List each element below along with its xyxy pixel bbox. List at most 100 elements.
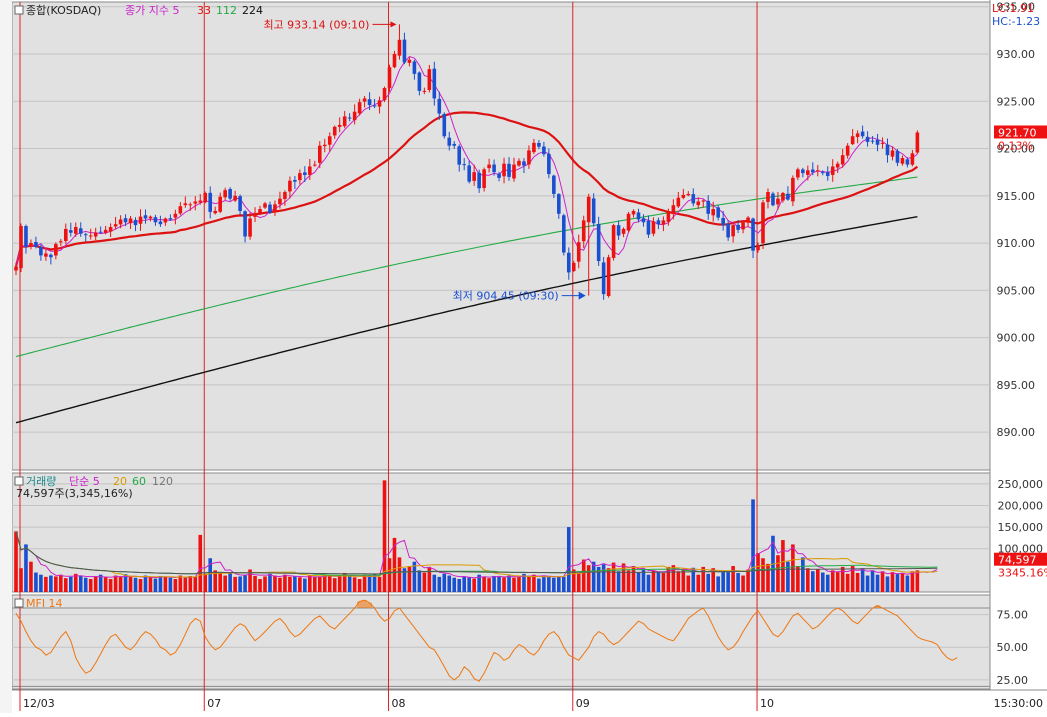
volume-bar: [417, 570, 422, 592]
volume-bar: [731, 566, 735, 592]
candle: [49, 254, 53, 258]
candle: [472, 172, 476, 181]
candle: [860, 131, 865, 137]
volume-bar: [537, 578, 541, 592]
volume-bar: [492, 575, 496, 592]
candle: [39, 246, 43, 256]
candle: [806, 170, 810, 175]
candle: [656, 220, 661, 225]
candle: [34, 242, 38, 247]
ma-224-line: [15, 216, 918, 424]
volume-bar: [566, 527, 571, 592]
volume-bar: [726, 571, 730, 592]
candle: [905, 159, 910, 165]
candle: [437, 98, 442, 114]
candle: [676, 197, 681, 207]
candle: [412, 61, 417, 74]
mfi-panel-checkbox[interactable]: [14, 598, 24, 608]
candle: [731, 225, 735, 237]
session-lines: [19, 2, 758, 711]
volume-bar: [641, 568, 646, 592]
mfi-panel[interactable]: [11, 594, 991, 690]
candle: [183, 203, 188, 206]
volume-ma-20-label: 20: [113, 475, 127, 488]
candle: [198, 200, 203, 203]
candle: [636, 212, 641, 220]
candle: [900, 158, 905, 164]
candle: [527, 150, 531, 165]
volume-bar: [626, 570, 631, 592]
candle: [153, 217, 158, 223]
price-panel-checkbox[interactable]: [14, 5, 24, 15]
candle: [427, 69, 432, 90]
candle: [29, 243, 33, 247]
volume-bar: [88, 579, 93, 592]
candle: [372, 105, 377, 107]
candle: [143, 215, 148, 219]
candle: [586, 196, 591, 223]
candle: [915, 132, 920, 153]
candle: [537, 142, 541, 147]
candle: [128, 218, 133, 224]
candle: [303, 172, 307, 176]
volume-bar: [452, 577, 457, 592]
candle: [188, 204, 193, 206]
candle: [253, 212, 257, 217]
volume-bar: [571, 569, 576, 592]
candle: [786, 193, 790, 200]
candle: [133, 219, 138, 226]
volume-bar: [591, 561, 596, 592]
candle: [865, 136, 870, 142]
candle: [228, 189, 232, 199]
candle: [98, 231, 103, 233]
candle: [507, 163, 511, 177]
volume-tick-label: 200,000: [998, 499, 1044, 512]
candle: [781, 192, 785, 201]
candle: [447, 137, 452, 146]
volume-bar: [158, 575, 163, 592]
x-tick-label: 07: [207, 697, 221, 710]
volume-panel-checkbox[interactable]: [14, 476, 24, 486]
candle: [382, 88, 387, 101]
candle: [213, 210, 217, 214]
volume-bar: [895, 573, 900, 592]
volume-bar: [303, 578, 307, 592]
last-price-value: 921.70: [998, 126, 1037, 139]
volume-bar: [766, 563, 770, 592]
volume-bar: [183, 577, 188, 592]
volume-bar: [791, 544, 795, 592]
volume-bar: [24, 544, 28, 592]
volume-bar: [173, 579, 178, 592]
candle: [651, 221, 656, 234]
volume-bar: [905, 575, 910, 592]
candle: [497, 173, 501, 178]
price-panel[interactable]: [11, 1, 991, 471]
left-margin: [0, 0, 12, 713]
candle: [910, 153, 915, 165]
volume-bar: [706, 573, 711, 592]
candle: [362, 98, 367, 102]
volume-bar: [98, 574, 103, 592]
volume-bar: [746, 569, 750, 592]
volume-bar: [263, 576, 267, 592]
candle: [193, 201, 198, 204]
last-volume-badge: [994, 552, 1047, 566]
price-tick-label: 930.00: [997, 48, 1036, 61]
price-tick-label: 910.00: [997, 237, 1036, 250]
volume-bar: [273, 575, 277, 592]
candle: [815, 170, 820, 172]
candle: [233, 195, 237, 201]
candle: [591, 198, 596, 224]
mfi-tick-label: 25.00: [997, 674, 1029, 687]
volume-bar: [811, 571, 815, 592]
volume-bar: [835, 572, 840, 592]
volume-bar: [243, 574, 247, 592]
volume-bar: [73, 573, 78, 592]
candle: [64, 228, 68, 242]
candle: [776, 198, 780, 205]
high-annotation: 최고 933.14 (09:10): [263, 18, 369, 31]
candle: [417, 72, 422, 91]
volume-bar: [820, 572, 825, 592]
candle: [24, 226, 28, 247]
